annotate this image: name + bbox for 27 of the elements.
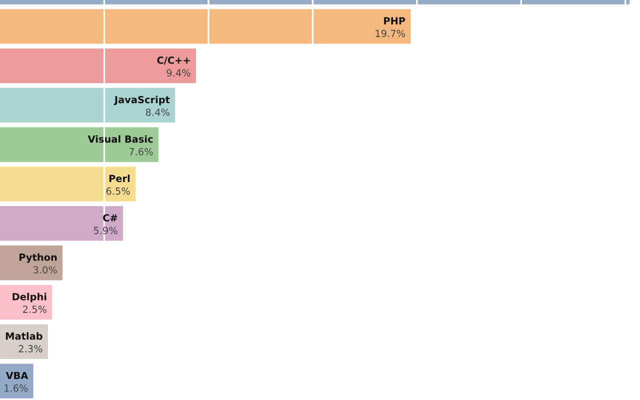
data-label: 9.4% <box>166 69 190 77</box>
bar <box>0 48 196 84</box>
bar <box>0 284 52 320</box>
bar <box>0 364 34 398</box>
bar <box>0 166 136 202</box>
bar <box>0 127 158 162</box>
bar <box>0 9 411 44</box>
data-label: 1.6% <box>4 384 28 392</box>
data-label: 2.5% <box>23 306 46 313</box>
y-tick-label: JavaScript <box>114 96 170 106</box>
data-label: 19.7% <box>376 30 406 38</box>
data-label: 8.4% <box>146 108 170 116</box>
y-tick-label: Python <box>20 253 57 263</box>
y-tick-label: Matlab <box>6 332 42 340</box>
data-label: 3.0% <box>33 266 57 274</box>
bar <box>0 246 63 280</box>
data-label: 6.5% <box>106 187 130 195</box>
data-label: 2.3% <box>18 345 42 352</box>
data-label: 7.6% <box>129 148 153 156</box>
y-tick-label: Delphi <box>12 292 46 302</box>
y-tick-label: VBA <box>6 372 28 380</box>
y-tick-label: PHP <box>384 17 406 24</box>
bar <box>0 206 123 241</box>
y-tick-label: C# <box>103 214 118 222</box>
bar <box>0 88 176 123</box>
y-tick-label: C/C++ <box>157 56 190 65</box>
y-tick-label: Perl <box>109 174 130 182</box>
